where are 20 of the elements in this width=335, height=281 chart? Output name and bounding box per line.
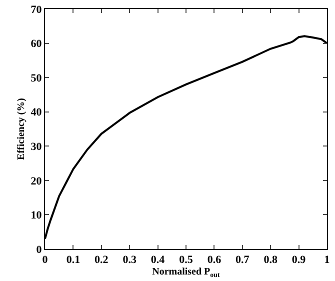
y-tick-label: 60	[30, 38, 42, 50]
x-axis-title: Normalised P$_{out}$	[152, 266, 221, 279]
x-tick-label: 0.1	[66, 254, 80, 266]
x-tick-label: 0.3	[122, 254, 137, 266]
x-tick-label: 0.9	[292, 254, 306, 266]
y-tick-label: 70	[30, 4, 42, 16]
y-tick-label: 40	[30, 106, 42, 119]
x-tick-label: 0.4	[150, 254, 166, 266]
y-tick-label: 20	[30, 175, 42, 188]
y-tick-label: 30	[30, 140, 42, 153]
x-tick-label: 0.5	[179, 254, 194, 266]
y-tick-label: 50	[30, 72, 42, 84]
x-tick-label: 1	[324, 254, 330, 266]
y-tick-label: 10	[30, 210, 42, 222]
x-tick-label: 0.2	[94, 254, 109, 266]
y-axis-title: Efficiency (%)	[16, 98, 27, 160]
x-tick-label: 0.7	[236, 254, 250, 266]
x-tick-label: 0.6	[207, 254, 222, 266]
x-tick-label: 0.8	[264, 254, 278, 266]
y-tick-label: 0	[36, 244, 42, 256]
